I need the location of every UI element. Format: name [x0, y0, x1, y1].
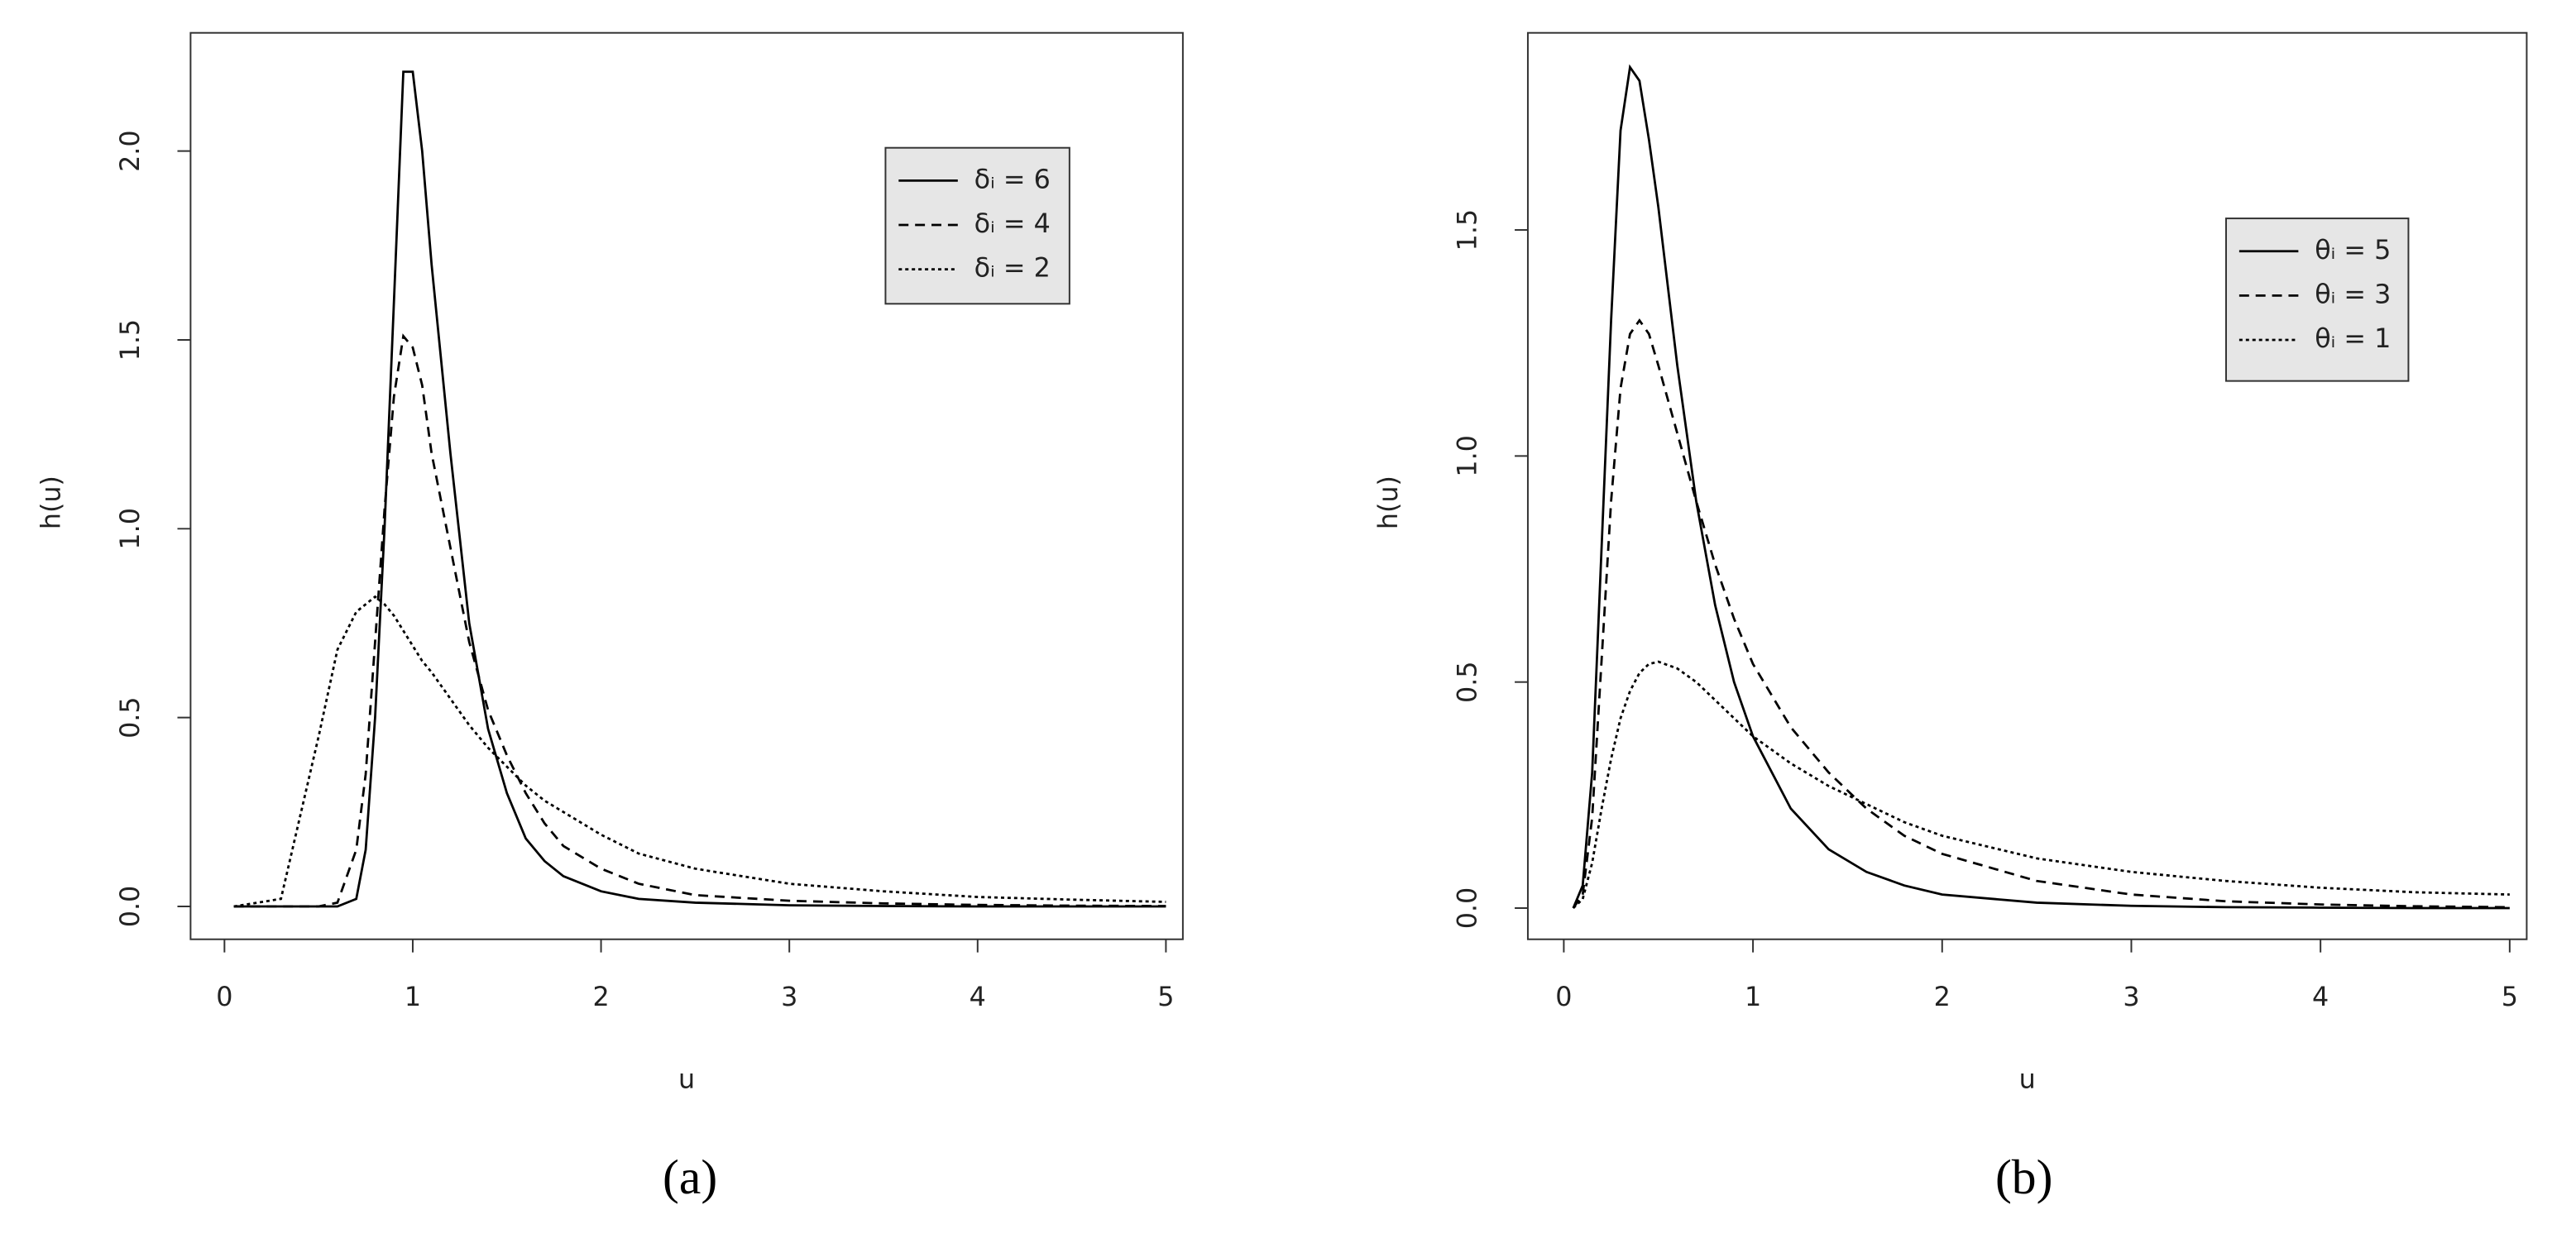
legend-label: θᵢ = 5 [2315, 236, 2391, 265]
x-tick-label: 0 [1555, 983, 1572, 1012]
x-tick-label: 1 [1745, 983, 1761, 1012]
y-tick-label: 0.5 [1453, 661, 1482, 703]
panel-label: (b) [1995, 1150, 2052, 1204]
x-axis-label: u [2019, 1064, 2036, 1094]
y-tick-label: 1.5 [1453, 209, 1482, 251]
series-line [233, 70, 1166, 908]
y-tick-label: 0.0 [1453, 887, 1482, 930]
legend-label: θᵢ = 3 [2315, 280, 2391, 309]
x-axis-label: u [678, 1064, 695, 1094]
y-tick-label: 0.0 [116, 886, 146, 928]
x-tick-label: 4 [2312, 983, 2329, 1012]
legend-label: θᵢ = 1 [2315, 324, 2391, 354]
y-tick-label: 1.0 [116, 508, 146, 550]
x-tick-label: 4 [970, 983, 986, 1012]
y-tick-label: 1.5 [116, 319, 146, 361]
plot-frame [189, 31, 1184, 940]
x-tick-label: 3 [2123, 983, 2139, 1012]
series-line [1572, 660, 2510, 910]
series-line [1572, 318, 2510, 909]
plot-frame [1526, 31, 2528, 940]
y-tick-label: 0.5 [116, 696, 146, 739]
y-tick-label: 1.0 [1453, 435, 1482, 477]
series-line [233, 595, 1166, 908]
legend-label: δᵢ = 2 [974, 254, 1051, 284]
y-axis-label: h(u) [37, 476, 67, 529]
x-tick-label: 5 [2502, 983, 2518, 1012]
series-line [1572, 64, 2510, 910]
x-tick-label: 1 [405, 983, 421, 1012]
series-line [233, 333, 1166, 908]
y-axis-label: h(u) [1374, 476, 1404, 529]
x-tick-label: 0 [216, 983, 232, 1012]
legend-box [2224, 218, 2410, 382]
x-tick-label: 3 [781, 983, 797, 1012]
legend-label: δᵢ = 6 [974, 165, 1051, 194]
x-tick-label: 2 [592, 983, 609, 1012]
panel-label: (a) [663, 1150, 717, 1204]
x-tick-label: 5 [1157, 983, 1174, 1012]
legend-label: δᵢ = 4 [974, 209, 1051, 239]
y-tick-label: 2.0 [116, 130, 146, 172]
x-tick-label: 2 [1934, 983, 1951, 1012]
